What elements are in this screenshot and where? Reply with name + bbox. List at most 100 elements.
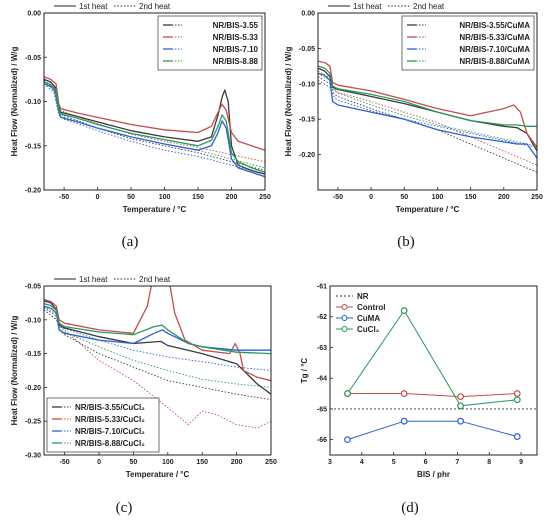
y-tick-label: -0.10	[299, 81, 315, 88]
x-tick-label: 9	[519, 459, 523, 466]
legend-marker	[341, 325, 348, 333]
y-tick-label: -0.05	[25, 55, 41, 62]
heat-legend-1st: 1st heat	[353, 2, 382, 11]
y-tick-label: 0.00	[27, 11, 41, 18]
series-line-1st-heat	[44, 302, 271, 355]
legend-label: NR/BIS-8.88/CuCl₂	[75, 439, 145, 448]
data-point	[513, 396, 521, 404]
x-axis-label: Temperature / °C	[126, 470, 190, 479]
data-point	[513, 390, 521, 397]
legend-label: NR	[357, 292, 369, 301]
y-axis-label: Heat Flow (Normalized) / W/g	[10, 46, 19, 156]
y-axis-label: Tg / °C	[300, 358, 309, 384]
series-line-2nd-heat	[44, 81, 265, 169]
x-axis-label: Temperature / °C	[396, 205, 460, 214]
legend-label: NR/BIS-8.88	[213, 57, 259, 66]
y-tick-label: -0.15	[25, 351, 41, 358]
legend-label: Control	[357, 303, 385, 312]
y-tick-label: -66	[317, 437, 327, 444]
data-point	[457, 417, 464, 425]
x-tick-label: 8	[487, 459, 491, 466]
y-tick-label: 0.00	[301, 11, 315, 18]
plot-area	[330, 307, 537, 444]
legend-label: CuCl₂	[357, 325, 380, 334]
plot-frame	[317, 12, 538, 191]
x-tick-label: 100	[162, 459, 174, 466]
x-tick-label: 50	[130, 459, 138, 466]
series-line-1st-heat	[44, 81, 265, 173]
legend-label: NR/BIS-3.55/CuMA	[459, 21, 530, 30]
legend-label: CuMA	[357, 314, 380, 323]
y-tick-label: -65	[317, 406, 327, 413]
y-tick-label: -0.20	[299, 152, 315, 159]
x-tick-label: 100	[432, 194, 444, 201]
series-line-2nd-heat	[44, 83, 265, 175]
x-tick-label: 3	[328, 459, 332, 466]
legend-label: NR/BIS-8.88/CuMA	[459, 57, 530, 66]
y-tick-label: -0.30	[25, 453, 41, 460]
series-line	[347, 420, 518, 441]
series-line-1st-heat	[318, 67, 537, 152]
plot-frame	[43, 12, 266, 191]
x-tick-label: 6	[424, 459, 428, 466]
x-tick-label: 200	[231, 459, 243, 466]
legend-label: NR/BIS-7.10/CuCl₂	[75, 427, 145, 436]
legend-label: NR/BIS-7.10	[213, 45, 259, 54]
series-line-2nd-heat	[318, 76, 537, 173]
y-tick-label: -0.25	[25, 419, 41, 426]
series-line	[347, 309, 518, 407]
x-tick-label: 50	[400, 194, 408, 201]
series-line-2nd-heat	[318, 72, 537, 147]
plot-frame	[329, 285, 538, 456]
series-line-1st-heat	[318, 65, 537, 127]
heat-legend-1st: 1st heat	[79, 275, 108, 284]
y-axis-label: Heat Flow (Normalized) / W/g	[10, 315, 19, 425]
x-tick-label: 250	[531, 194, 543, 201]
y-tick-label: -63	[317, 345, 327, 352]
series-line-1st-heat	[318, 60, 537, 148]
panel-caption: (a)	[122, 234, 139, 250]
heat-legend-2nd: 2nd heat	[139, 275, 171, 284]
x-tick-label: -50	[59, 194, 69, 201]
x-axis-label: Temperature / °C	[123, 205, 187, 214]
chart-panel: 3 4 5 6 7 8 9 -61 -62 -63 -64 -65 -66 BIS / phr Tg / °…	[300, 284, 538, 516]
x-tick-label: 150	[192, 194, 204, 201]
y-tick-label: -0.10	[25, 99, 41, 106]
chart-panel: -50 0 50 100 150 200 250 0.00 -0.05 -0.10 -0.15 -0.…	[10, 2, 271, 250]
plot-area	[44, 76, 265, 178]
x-axis-label: BIS / phr	[417, 470, 450, 479]
plot-area	[318, 60, 537, 173]
x-tick-label: 150	[196, 459, 208, 466]
series-line-2nd-heat	[44, 309, 271, 401]
y-tick-label: -0.05	[299, 46, 315, 53]
x-tick-label: 250	[259, 194, 271, 201]
series-line-2nd-heat	[44, 79, 265, 171]
y-tick-label: -62	[317, 314, 327, 321]
x-tick-label: 250	[265, 459, 277, 466]
y-tick-label: -61	[317, 284, 327, 291]
x-tick-label: 0	[369, 194, 373, 201]
x-tick-label: 200	[498, 194, 510, 201]
legend-label: NR/BIS-5.33/CuMA	[459, 33, 530, 42]
chart-panel: -50 0 50 100 150 200 250 0.00 -0.05 -0.10 -0.15 -0.…	[284, 2, 543, 250]
x-tick-label: -50	[333, 194, 343, 201]
data-point	[400, 307, 408, 314]
y-tick-label: -0.15	[25, 143, 41, 150]
data-point	[400, 417, 408, 425]
y-tick-label: -0.20	[25, 385, 41, 392]
heat-legend-2nd: 2nd heat	[139, 2, 171, 11]
series-line	[347, 393, 518, 398]
x-tick-label: 50	[127, 194, 135, 201]
panel-caption: (d)	[401, 500, 419, 516]
x-tick-label: -50	[60, 459, 70, 466]
data-point	[513, 433, 521, 440]
y-tick-label: -64	[317, 376, 327, 383]
legend-box	[401, 15, 535, 71]
legend-label: NR/BIS-7.10/CuMA	[459, 45, 530, 54]
legend-marker	[341, 314, 348, 322]
data-point	[457, 402, 464, 410]
series-line-2nd-heat	[44, 307, 271, 371]
x-tick-label: 0	[96, 194, 100, 201]
legend-label: NR/BIS-5.33	[213, 33, 259, 42]
series-line-1st-heat	[318, 72, 537, 159]
